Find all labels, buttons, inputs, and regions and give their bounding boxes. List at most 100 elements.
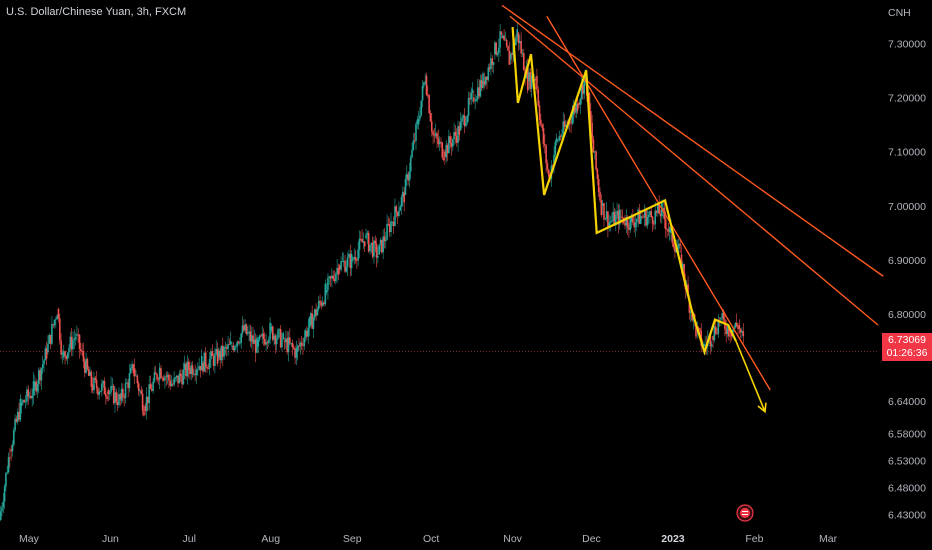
trendline-1 (501, 4, 884, 277)
price-axis[interactable]: CNH 7.30000 7.20000 7.10000 7.00000 6.90000 6.… (888, 7, 926, 522)
candle-body (10, 449, 12, 452)
candle-body (620, 216, 622, 218)
candle-body (667, 229, 670, 232)
candle-body (340, 261, 342, 270)
candle-body (116, 401, 119, 406)
candle-body (219, 350, 221, 361)
candle-body (576, 103, 579, 111)
candle-body (674, 247, 676, 252)
candle-body (515, 37, 517, 46)
candle-body (421, 85, 424, 101)
candle-body (124, 383, 127, 399)
candle-body (87, 369, 90, 376)
candle-body (261, 333, 264, 337)
candle-body (429, 113, 432, 122)
candle-body (220, 345, 223, 361)
candle-body (344, 260, 346, 272)
candle-body (49, 334, 52, 344)
candle-body (668, 227, 671, 232)
candle-body (243, 325, 245, 331)
candle-body (264, 339, 266, 345)
candle-body (354, 257, 357, 261)
candle-body (202, 362, 204, 372)
candle-body (475, 98, 478, 101)
candle-body (61, 352, 64, 355)
candle-body (605, 211, 608, 219)
candle-body (453, 132, 455, 140)
candle-body (37, 370, 40, 385)
candle-body (670, 227, 672, 233)
current-price-badge: 6.73069 01:26:36 (882, 333, 932, 361)
x-tick-label: Jul (183, 533, 196, 545)
candle-body (611, 220, 613, 222)
candle-body (332, 275, 334, 280)
candle-body (28, 395, 31, 397)
candle-body (82, 351, 85, 362)
candle-body (41, 364, 44, 369)
candle-body (85, 359, 87, 373)
candle-body (302, 345, 304, 347)
candle-body (612, 211, 614, 221)
candle-body (520, 41, 522, 54)
candle-body (143, 410, 145, 416)
wave-pattern[interactable] (511, 27, 767, 414)
candle-body (321, 302, 324, 306)
candle-body (716, 333, 718, 335)
bar-countdown: 01:26:36 (886, 347, 928, 359)
candle-body (31, 395, 34, 399)
candle-body (655, 210, 658, 213)
candle-body (507, 46, 509, 51)
candle-body (617, 211, 620, 225)
candle-body (461, 117, 463, 122)
flag-icon (740, 508, 750, 518)
candle-body (2, 501, 5, 508)
event-marker[interactable] (736, 504, 754, 522)
candle-body (440, 141, 442, 143)
candle-body (151, 389, 153, 391)
candle-body (147, 396, 149, 404)
symbol-title[interactable]: U.S. Dollar/Chinese Yuan, 3h, FXCM (6, 6, 187, 18)
candle-body (270, 326, 273, 331)
candle-body (425, 75, 428, 95)
candle-body (444, 151, 446, 158)
candle-body (559, 136, 562, 138)
candle-body (561, 134, 563, 138)
candle-body (541, 124, 543, 128)
candle-body (504, 39, 507, 41)
candle-body (407, 174, 409, 181)
candle-body (65, 355, 68, 359)
candle-body (249, 331, 252, 342)
candle-body (195, 369, 198, 376)
candle-body (120, 388, 123, 401)
candle-body (574, 107, 576, 113)
candle-body (625, 216, 628, 226)
candle-body (148, 384, 150, 404)
candle-body (229, 341, 232, 345)
candle-body (630, 216, 633, 223)
candle-body (246, 332, 249, 334)
candle-body (709, 335, 712, 347)
candle-body (614, 214, 617, 226)
candle-body (76, 334, 78, 336)
candle-body (500, 31, 503, 35)
candle-body (16, 411, 19, 422)
candle-body (182, 369, 185, 385)
time-axis[interactable]: May Jun Jul Aug Sep Oct Nov Dec 2023 Feb Mar (19, 533, 838, 545)
trendlines[interactable] (501, 4, 884, 391)
candle-body (629, 216, 632, 230)
candle-body (373, 240, 375, 257)
candle-body (235, 346, 237, 348)
projection-arrow (735, 340, 766, 412)
candle-body (572, 107, 575, 115)
candle-body (295, 348, 298, 358)
candle-body (345, 266, 348, 272)
candle-body (132, 364, 135, 374)
candle-body (240, 333, 242, 343)
candle-body (516, 29, 519, 38)
candle-body (412, 140, 415, 150)
candle-body (710, 344, 713, 347)
candle-body (319, 300, 321, 303)
candle-body (114, 392, 116, 404)
